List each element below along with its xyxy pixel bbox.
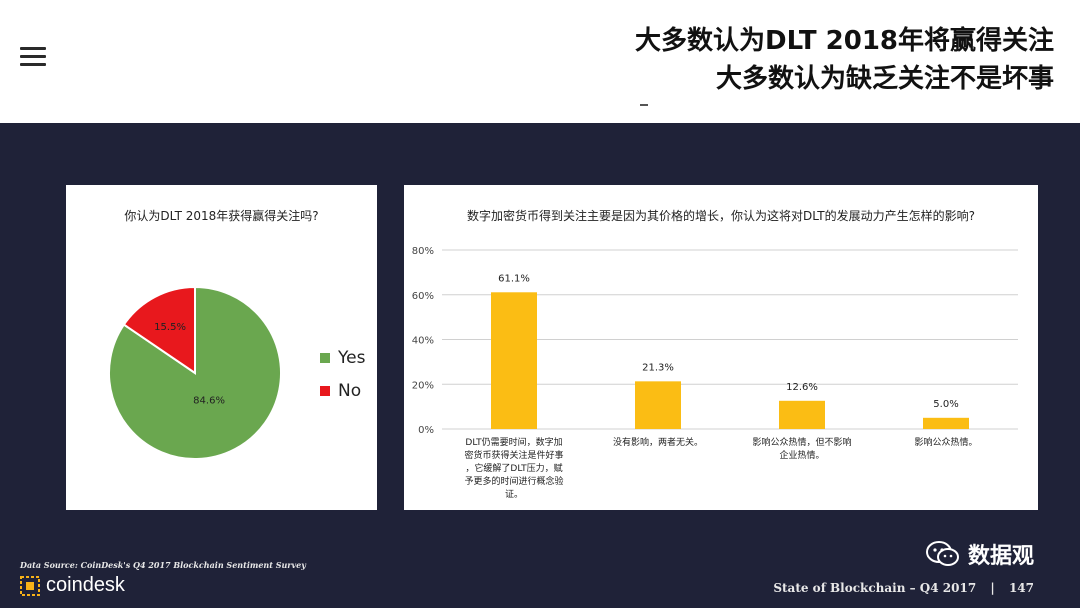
x-category-label: 企业热情。 [779, 449, 824, 461]
bar-value-label: 5.0% [933, 399, 958, 410]
x-category-label: 密货币获得关注是件好事 [464, 449, 563, 461]
pie-slice-no [122, 285, 196, 375]
title-line-2: 大多数认为缺乏关注不是坏事 [715, 64, 1054, 94]
brand-name: coindesk [46, 574, 125, 596]
bar-value-label: 12.6% [786, 382, 818, 393]
pie-label-yes: 84.6% [193, 396, 225, 407]
coindesk-logo[interactable]: coindesk [20, 574, 125, 597]
report-name: State of Blockchain – Q4 2017 [773, 581, 977, 595]
y-tick-label: 40% [412, 336, 434, 347]
wechat-badge[interactable]: 数据观 [926, 538, 1034, 570]
footer-separator: | [990, 581, 995, 595]
y-tick-label: 20% [412, 380, 434, 391]
legend-no: No [320, 381, 361, 401]
bar [491, 292, 537, 429]
data-source-note: Data Source: CoinDesk's Q4 2017 Blockcha… [20, 560, 306, 570]
bar-chart-panel: 数字加密货币得到关注主要是因为其价格的增长，你认为这将对DLT的发展动力产生怎样… [404, 185, 1038, 510]
x-category-label: 影响公众热情，但不影响 [752, 436, 851, 448]
y-tick-label: 80% [412, 246, 434, 257]
page-number: 147 [1008, 581, 1034, 595]
pie-slice-yes [108, 285, 282, 460]
pie-label-no: 15.5% [154, 322, 186, 333]
bar-value-label: 21.3% [642, 362, 674, 373]
x-category-label: 证。 [505, 489, 523, 500]
y-tick-label: 60% [412, 291, 434, 302]
divider-mark [640, 104, 648, 106]
x-category-label: 影响公众热情。 [914, 436, 977, 448]
pie-chart-panel: 你认为DLT 2018年获得赢得关注吗? 84.6% 15.5% Yes No [66, 185, 377, 510]
report-footer: State of Blockchain – Q4 2017 | 147 [773, 581, 1034, 595]
pie-chart: 84.6% 15.5% [108, 285, 282, 460]
coindesk-icon [20, 575, 40, 596]
header-bar: 大多数认为DLT 2018年将赢得关注 大多数认为缺乏关注不是坏事 [0, 0, 1080, 123]
pie-chart-title: 你认为DLT 2018年获得赢得关注吗? [124, 209, 319, 223]
legend-yes-label: Yes [338, 348, 366, 368]
bar [635, 381, 681, 429]
legend-no-label: No [338, 381, 362, 401]
bar-chart: 0% 20% 40% 60% 80% 61.1% DLT仍需要时间，数字加密货币获得关注是件… [412, 246, 1018, 500]
wechat-label: 数据观 [968, 544, 1035, 569]
wechat-icon [926, 541, 959, 566]
legend-yes-swatch [320, 353, 330, 363]
x-category-label: 予更多的时间进行概念验 [464, 475, 563, 487]
x-category-label: DLT仍需要时间，数字加 [465, 436, 562, 448]
menu-icon[interactable] [20, 47, 46, 67]
bar-chart-title: 数字加密货币得到关注主要是因为其价格的增长，你认为这将对DLT的发展动力产生怎样… [467, 209, 975, 223]
bar [923, 417, 969, 429]
legend-yes: Yes [320, 348, 365, 368]
legend-no-swatch [320, 386, 330, 396]
bar-value-label: 61.1% [498, 273, 530, 284]
bar [779, 400, 825, 429]
slide-title: 大多数认为DLT 2018年将赢得关注 大多数认为缺乏关注不是坏事 [635, 22, 1054, 98]
x-category-label: 没有影响，两者无关。 [613, 436, 703, 448]
y-tick-label: 0% [418, 425, 434, 436]
x-category-label: ，它缓解了DLT压力，赋 [465, 462, 562, 474]
title-line-1: 大多数认为DLT 2018年将赢得关注 [635, 26, 1054, 56]
